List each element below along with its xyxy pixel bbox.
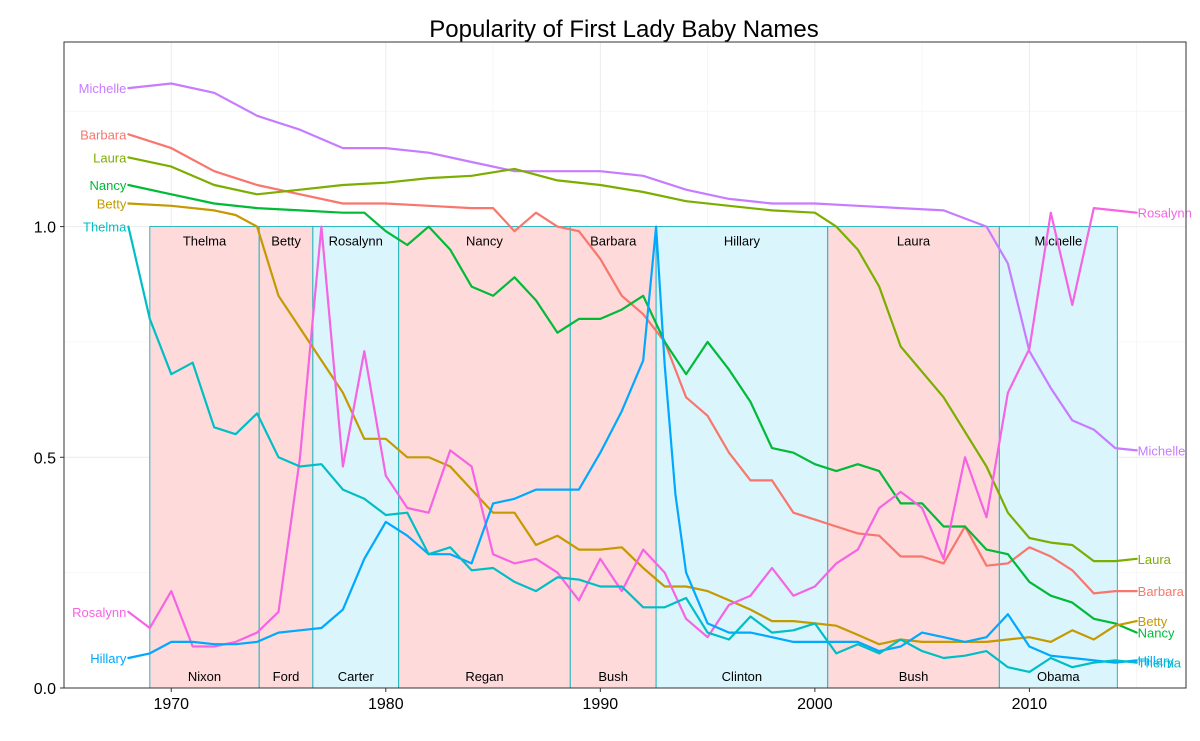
y-tick-label: 0.0: [34, 681, 56, 698]
series-line-nancy: [127, 183, 1138, 634]
series-start-label: Nancy: [90, 178, 127, 193]
president-label: Bush: [899, 669, 929, 684]
term-1: Betty Ford: [258, 226, 314, 689]
president-label: Regan: [465, 669, 503, 684]
chart-title: Popularity of First Lady Baby Names: [429, 16, 819, 43]
series-end-label: Laura: [1138, 552, 1172, 567]
term-rect: [998, 226, 1118, 689]
term-rect: [312, 226, 400, 689]
first-lady-label: Hillary: [724, 234, 761, 249]
president-label: Clinton: [722, 669, 762, 684]
series-end-label: Thelma: [1138, 656, 1182, 671]
president-label: Ford: [273, 669, 300, 684]
x-tick-label: 2000: [797, 696, 833, 713]
first-lady-label: Rosalynn: [329, 234, 383, 249]
series-end-label: Rosalynn: [1138, 206, 1192, 221]
series-start-label: Betty: [97, 197, 127, 212]
axis-ticks: 1970 1980 1990 2000 2010 0.0 0.5 1.0: [34, 220, 1048, 713]
series-start-label: Thelma: [83, 220, 127, 235]
president-label: Obama: [1037, 669, 1080, 684]
first-lady-label: Thelma: [183, 234, 227, 249]
first-lady-label: Laura: [897, 234, 931, 249]
y-tick-label: 1.0: [34, 220, 56, 237]
term-rect: [569, 226, 657, 689]
series-end-label: Michelle: [1138, 443, 1186, 458]
series-start-label: Michelle: [79, 81, 127, 96]
president-label: Bush: [598, 669, 628, 684]
term-0: Thelma Nixon: [149, 226, 260, 689]
presidential-terms: Thelma Nixon Betty Ford Rosalynn Carter Nancy R…: [149, 226, 1118, 689]
series-end-label: Hillary: [1138, 653, 1175, 668]
term-rect: [258, 226, 314, 689]
first-lady-label: Betty: [271, 234, 301, 249]
series-start-label: Hillary: [90, 651, 127, 666]
first-lady-label: Nancy: [466, 234, 503, 249]
series-end-label: Barbara: [1138, 584, 1185, 599]
x-tick-label: 1990: [583, 696, 619, 713]
x-tick-label: 1970: [153, 696, 189, 713]
series-labels: Michelle Michelle Barbara Barbara Laura Laura…: [72, 81, 1192, 670]
series-line-thelma: [127, 225, 1138, 674]
first-lady-label: Barbara: [590, 234, 637, 249]
term-2: Rosalynn Carter: [312, 226, 400, 689]
series-start-label: Rosalynn: [72, 605, 126, 620]
series-start-label: Barbara: [80, 127, 127, 142]
term-rect: [149, 226, 260, 689]
series-end-label: Betty: [1138, 614, 1168, 629]
series-line-michelle: [127, 82, 1138, 452]
x-tick-label: 2010: [1012, 696, 1048, 713]
term-4: Barbara Bush: [569, 226, 657, 689]
president-label: Carter: [338, 669, 375, 684]
series-lines: [127, 82, 1138, 674]
plot-panel-border: [63, 41, 1187, 689]
series-line-laura: [127, 156, 1138, 563]
series-line-betty: [127, 202, 1138, 646]
series-start-label: Laura: [93, 150, 127, 165]
series-line-rosalynn: [127, 207, 1138, 648]
series-end-label: Nancy: [1138, 626, 1175, 641]
y-tick-label: 0.5: [34, 450, 56, 467]
term-6: Laura Bush: [827, 226, 1000, 689]
series-line-hillary: [127, 225, 1138, 664]
term-rect: [827, 226, 1000, 689]
series-line-barbara: [127, 133, 1138, 595]
x-tick-label: 1980: [368, 696, 404, 713]
president-label: Nixon: [188, 669, 221, 684]
